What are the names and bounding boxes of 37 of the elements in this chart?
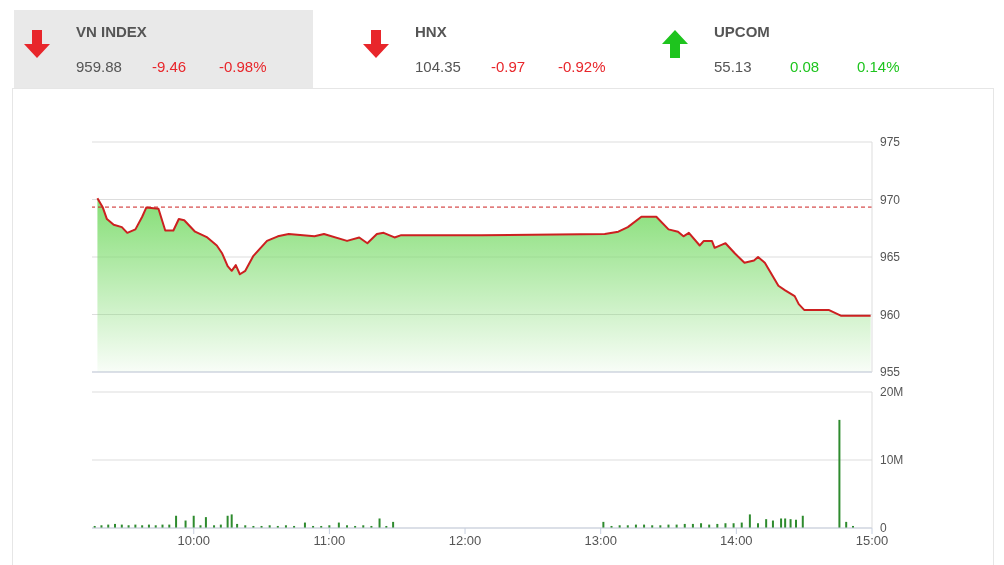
bar [780, 518, 783, 528]
data-label: -0.98% [219, 58, 267, 75]
y-tick-label: 0 [880, 521, 887, 536]
bar [784, 518, 787, 528]
data-label: -0.97 [491, 58, 526, 75]
category-label: VN INDEX [76, 23, 147, 40]
x-tick-label: 13:00 [584, 533, 617, 549]
data-label: -0.92% [558, 58, 606, 75]
y-tick-label: 10M [880, 453, 904, 468]
bar [801, 515, 804, 528]
x-tick-label: 12:00 [448, 533, 482, 549]
category-label: UPCOM [714, 23, 770, 40]
category-label: HNX [415, 23, 447, 40]
data-label: -9.46 [152, 58, 187, 75]
data-label: 55.13 [714, 58, 752, 75]
x-tick-label: 10:00 [177, 533, 211, 549]
y-tick-label: 955 [880, 365, 901, 380]
y-tick-label: 970 [880, 192, 901, 207]
y-tick-label: 975 [880, 135, 901, 150]
bar [230, 514, 233, 528]
data-label: 104.35 [415, 58, 461, 75]
data-label: 0.08 [790, 58, 820, 75]
bar [204, 517, 207, 528]
y-tick-label: 960 [880, 307, 901, 322]
bar [226, 515, 229, 528]
x-tick-label: 11:00 [313, 533, 346, 549]
bar [378, 518, 381, 528]
data-label: 959.88 [76, 58, 122, 75]
bar [748, 514, 751, 528]
data-label: 0.14% [857, 58, 900, 75]
y-tick-label: 965 [880, 250, 901, 265]
bar [192, 515, 195, 528]
x-tick-label: 14:00 [720, 533, 753, 549]
x-tick-label: 15:00 [855, 533, 889, 549]
bar [838, 419, 841, 528]
bar [175, 515, 178, 528]
y-tick-label: 20M [880, 385, 904, 400]
